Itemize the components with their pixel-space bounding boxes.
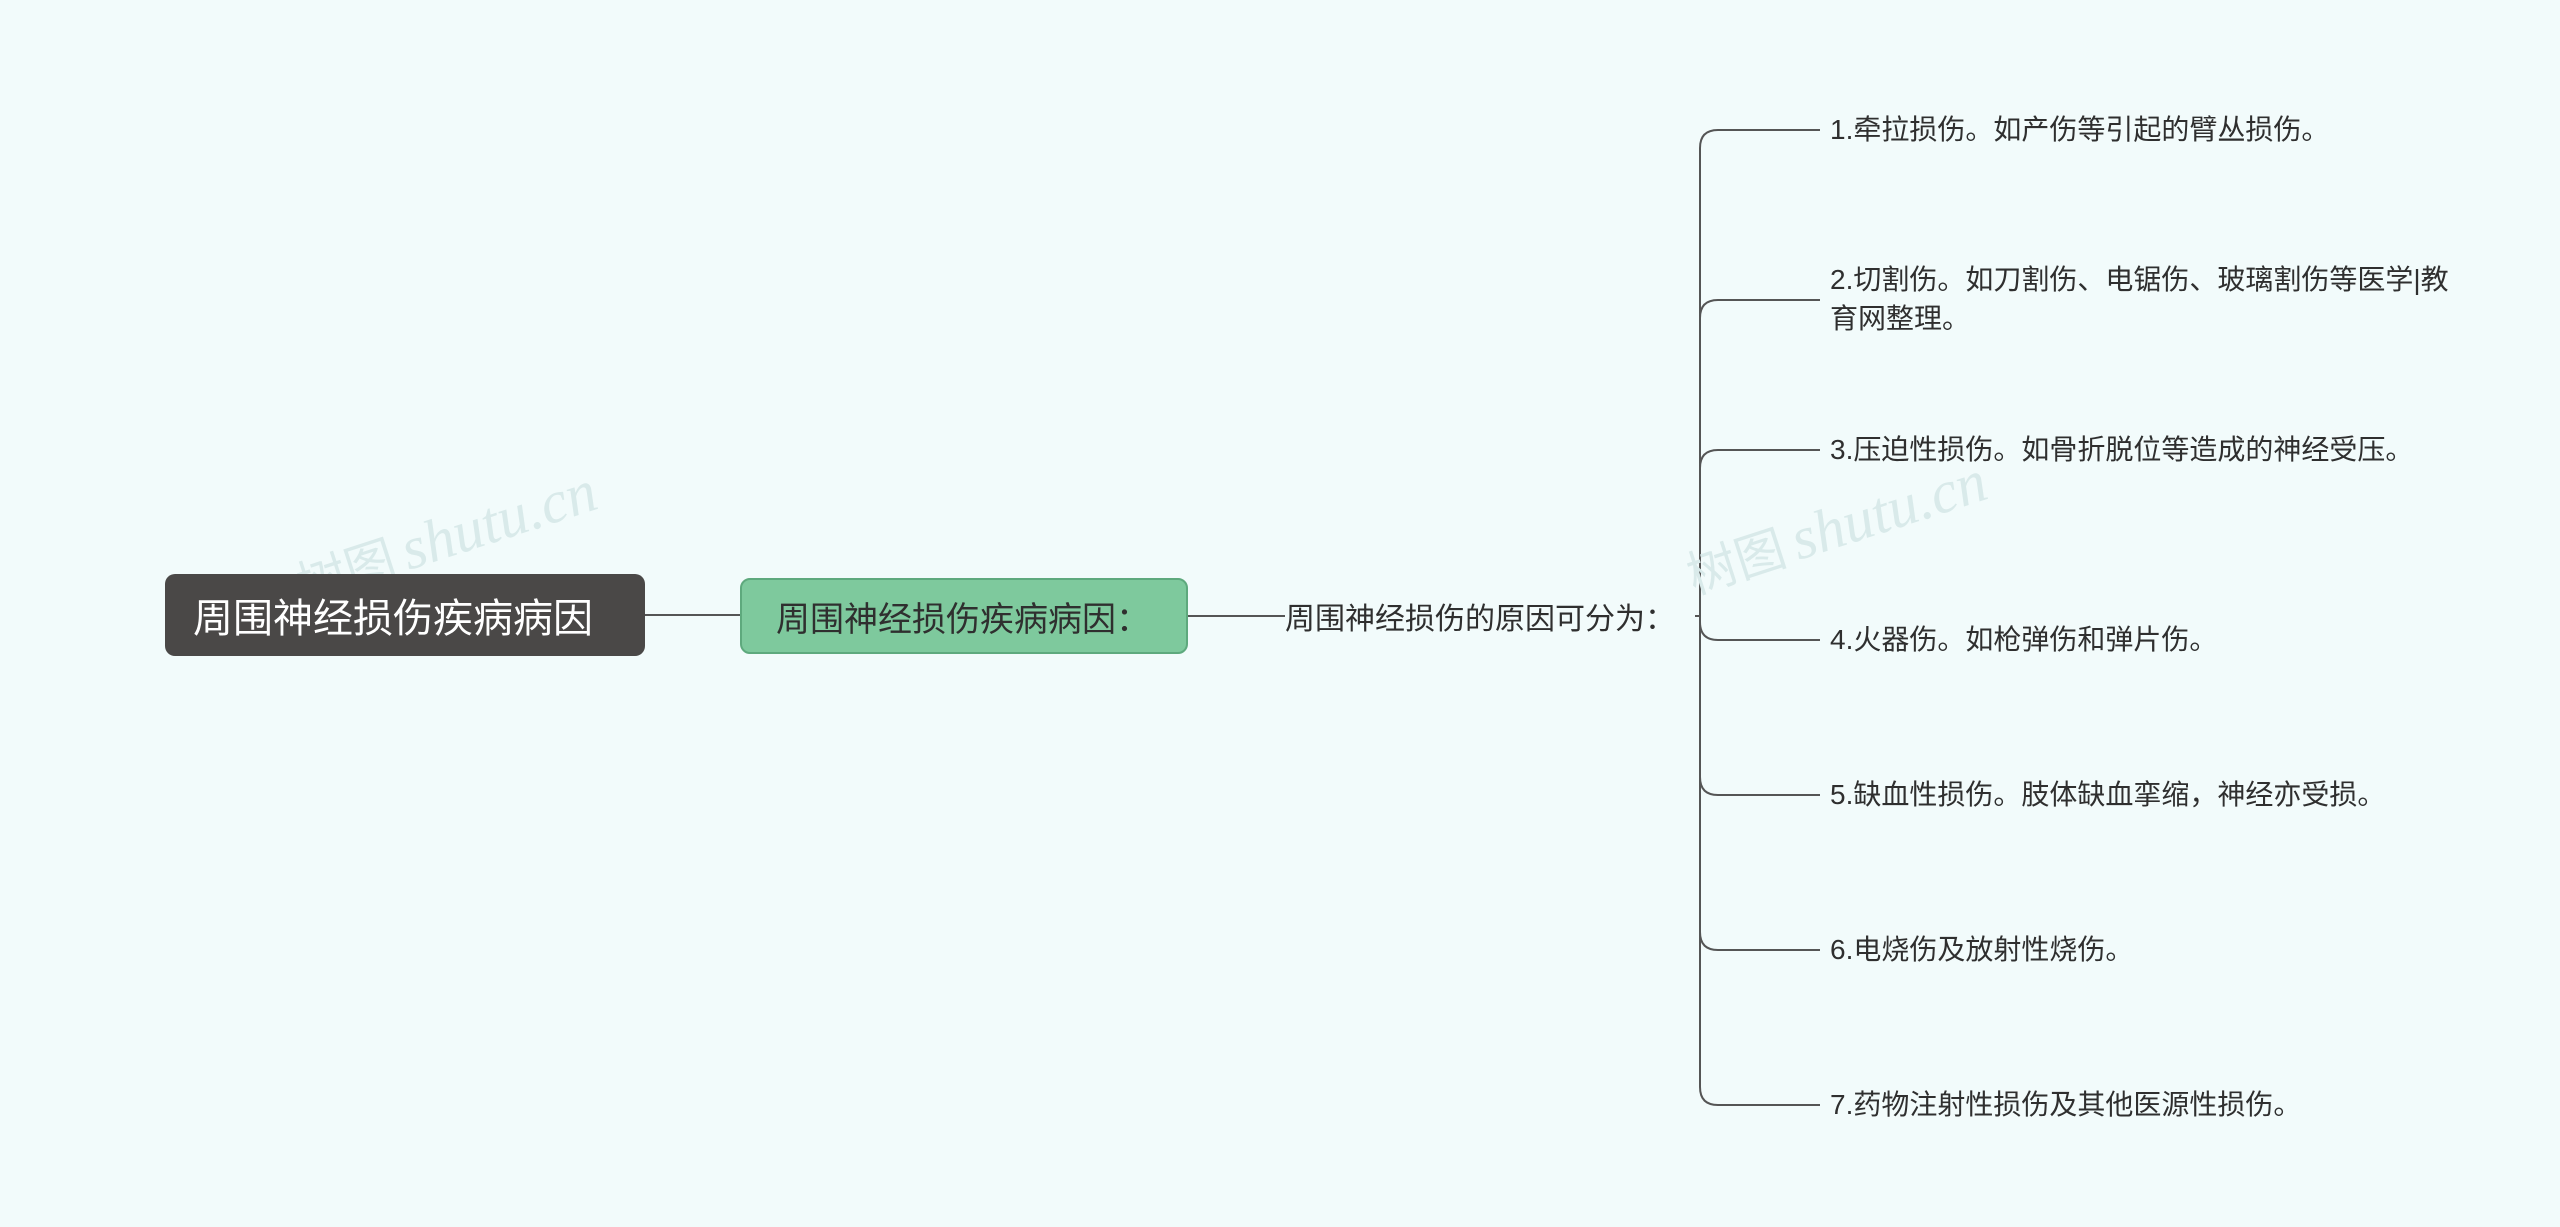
root-label: 周围神经损伤疾病病因 <box>193 586 593 644</box>
leaf-label: 3.压迫性损伤。如骨折脱位等造成的神经受压。 <box>1830 430 2413 469</box>
leaf-label: 7.药物注射性损伤及其他医源性损伤。 <box>1830 1085 2301 1124</box>
leaf-label: 4.火器伤。如枪弹伤和弹片伤。 <box>1830 620 2217 659</box>
leaf-node-7: 7.药物注射性损伤及其他医源性损伤。 <box>1830 1085 2470 1124</box>
leaf-node-2: 2.切割伤。如刀割伤、电锯伤、玻璃割伤等医学|教育网整理。 <box>1830 260 2470 338</box>
root-node: 周围神经损伤疾病病因 <box>165 574 645 656</box>
leaf-node-1: 1.牵拉损伤。如产伤等引起的臂丛损伤。 <box>1830 110 2470 149</box>
leaf-node-6: 6.电烧伤及放射性烧伤。 <box>1830 930 2470 969</box>
level1-node: 周围神经损伤疾病病因： <box>740 578 1188 654</box>
leaf-label: 1.牵拉损伤。如产伤等引起的臂丛损伤。 <box>1830 110 2329 149</box>
watermark-text: shutu.cn <box>392 457 604 582</box>
mindmap-canvas: 树图shutu.cn 树图shutu.cn 周围神经损伤疾病病因 周围神经损伤疾… <box>0 0 2560 1227</box>
leaf-node-5: 5.缺血性损伤。肢体缺血挛缩，神经亦受损。 <box>1830 775 2470 814</box>
leaf-label: 2.切割伤。如刀割伤、电锯伤、玻璃割伤等医学|教育网整理。 <box>1830 260 2470 338</box>
level1-label: 周围神经损伤疾病病因： <box>776 592 1150 641</box>
watermark-prefix: 树图 <box>1680 520 1792 604</box>
level2-label: 周围神经损伤的原因可分为： <box>1285 594 1675 638</box>
leaf-node-3: 3.压迫性损伤。如骨折脱位等造成的神经受压。 <box>1830 430 2470 469</box>
leaf-label: 5.缺血性损伤。肢体缺血挛缩，神经亦受损。 <box>1830 775 2385 814</box>
level2-node: 周围神经损伤的原因可分为： <box>1285 596 1685 636</box>
leaf-label: 6.电烧伤及放射性烧伤。 <box>1830 930 2133 969</box>
leaf-node-4: 4.火器伤。如枪弹伤和弹片伤。 <box>1830 620 2470 659</box>
